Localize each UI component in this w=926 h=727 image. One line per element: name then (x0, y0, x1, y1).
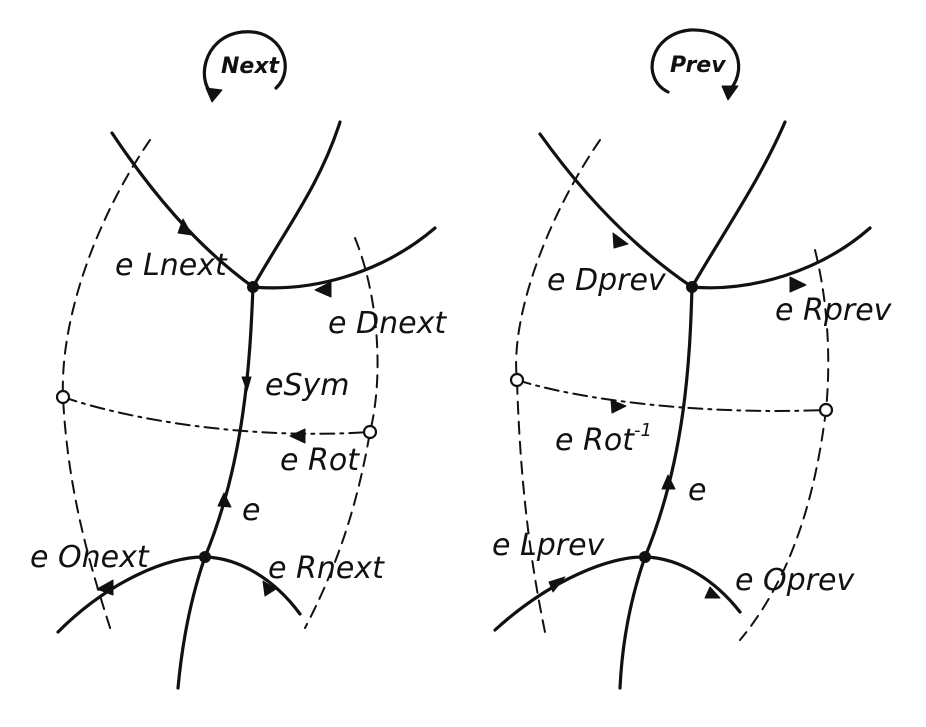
arrow-lprev (548, 576, 566, 593)
arrow-rnext (262, 580, 277, 597)
label-e-rot-inverse: e Rot-1 (555, 420, 652, 458)
arrow-rprev (789, 276, 807, 293)
arrow-erot (289, 428, 306, 444)
left-dual-cross-edge (62, 396, 371, 435)
right-right-horizontal-edge (690, 226, 872, 290)
arrow-dnext (314, 281, 332, 298)
label-e-onext: e Onext (30, 540, 150, 575)
label-esym: eSym (265, 368, 349, 403)
arrow-lnext (177, 218, 193, 236)
label-e-right: e (688, 473, 706, 508)
prev-title: Prev (670, 53, 726, 78)
label-e-rnext: e Rnext (268, 551, 385, 586)
label-e-dnext: e Dnext (328, 306, 447, 341)
arrow-dprev (612, 232, 629, 249)
label-e-oprev: e Oprev (735, 563, 855, 598)
left-right-horizontal-edge (251, 226, 437, 290)
left-dual-left-edge (61, 139, 151, 635)
right-dual-left-edge (515, 139, 601, 633)
right-dual-vertex-left (509, 372, 525, 388)
arrow-e-right (661, 474, 676, 490)
arrow-oprev (704, 586, 721, 599)
next-rotation-icon: Next (202, 30, 287, 103)
right-upper-left-edge (538, 132, 694, 289)
left-dual-vertex-right (362, 424, 378, 440)
label-e-lprev: e Lprev (492, 528, 606, 563)
arrow-erot-inv (610, 399, 627, 414)
arrow-e (217, 492, 232, 508)
right-dual-vertex-right (818, 402, 834, 418)
label-e-rot-inverse-sup: -1 (634, 420, 652, 441)
left-bottom-edge (176, 555, 207, 690)
right-central-edge (643, 285, 694, 559)
right-bottom-edge (618, 555, 647, 690)
arrow-esym (241, 376, 252, 392)
label-e-dprev: e Dprev (547, 263, 667, 298)
left-top-vertex (247, 281, 259, 293)
next-title: Next (221, 54, 281, 79)
left-central-edge (203, 285, 255, 559)
arrow-onext (96, 579, 114, 596)
right-upper-right-edge (690, 120, 787, 289)
left-panel-next: Next e Lnext e Dnext eSym e Rot e e Onex… (30, 30, 447, 690)
label-e-lnext: e Lnext (115, 248, 228, 283)
right-dual-right-edge (739, 249, 830, 641)
label-e-rot-inverse-base: e Rot (555, 423, 635, 458)
left-bottom-vertex (199, 551, 211, 563)
right-panel-prev: Prev e Dprev e Rprev e Rot-1 e e Lprev e… (492, 28, 893, 690)
right-dual-cross-edge (516, 379, 827, 412)
label-e-rot: e Rot (280, 443, 360, 478)
right-bottom-vertex (639, 551, 651, 563)
label-e-rprev: e Rprev (775, 293, 893, 328)
left-upper-right-edge (251, 120, 342, 289)
left-dual-vertex-left (55, 389, 71, 405)
right-top-vertex (686, 281, 698, 293)
label-e: e (242, 493, 260, 528)
right-bottom-arc (493, 555, 742, 632)
left-upper-left-edge (110, 131, 255, 289)
left-dual-right-edge (304, 237, 379, 629)
prev-rotation-icon: Prev (650, 28, 741, 101)
